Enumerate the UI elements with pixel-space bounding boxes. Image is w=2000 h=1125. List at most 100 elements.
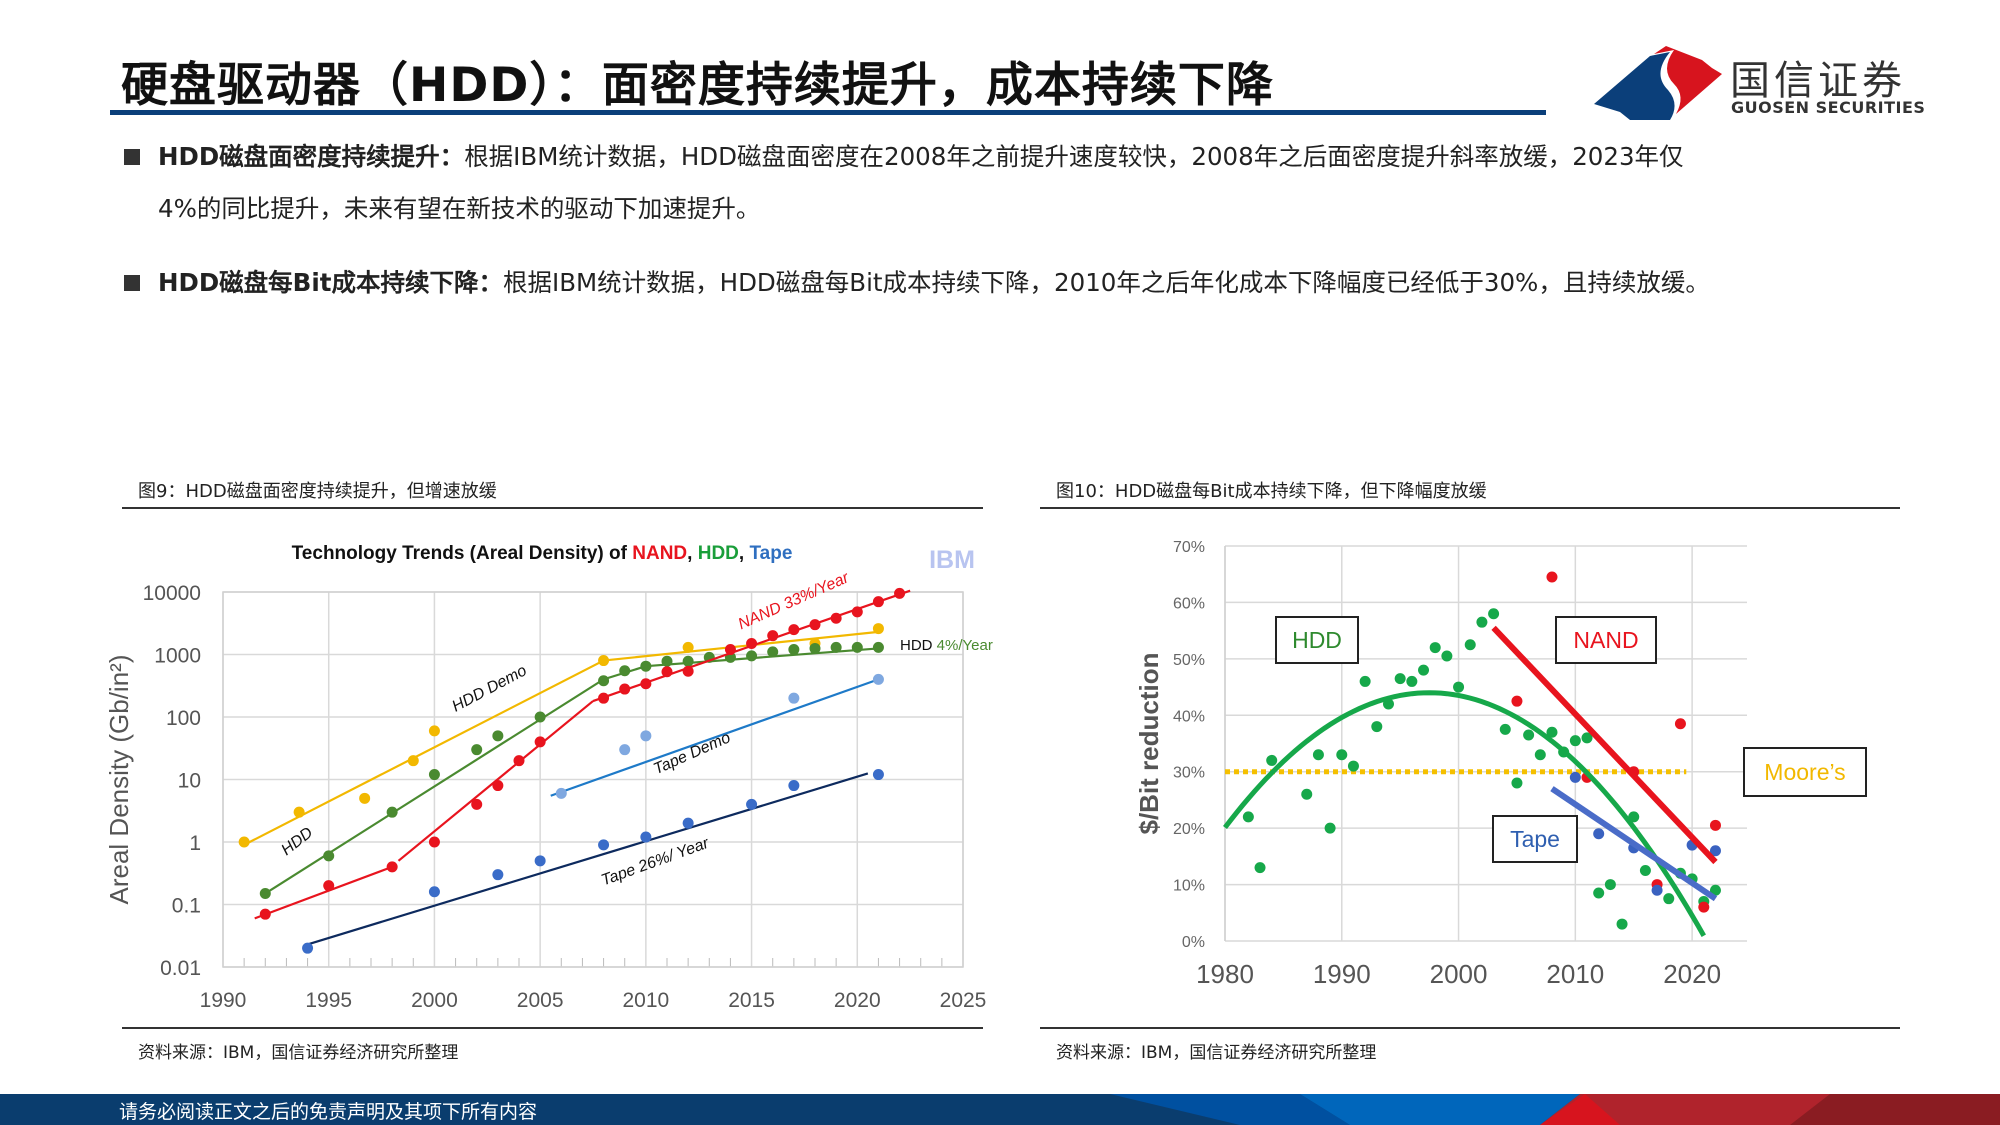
data-point-hdd (1581, 732, 1593, 744)
figure-9-source: 资料来源：IBM，国信证券经济研究所整理 (138, 1043, 459, 1063)
data-point-tape (872, 769, 884, 781)
data-point-nand (640, 678, 652, 690)
data-point-hdd (788, 644, 800, 656)
data-point-tape (302, 942, 314, 954)
data-point-tape-demo (788, 692, 800, 704)
data-point-hdd (1593, 887, 1605, 899)
data-point-hdd-demo (407, 755, 419, 767)
data-point-hdd (534, 711, 546, 723)
data-point-hdd-demo (293, 806, 305, 818)
data-point-nand (1674, 718, 1686, 730)
hdd-rate-part: HDD (900, 637, 937, 654)
footer-disclaimer: 请务必阅读正文之后的免责声明及其项下所有内容 (119, 1101, 538, 1123)
annotation: Tape 26%/ Year (599, 835, 712, 890)
data-point-hdd (746, 650, 758, 662)
bullet-2: HDD磁盘每Bit成本持续下降：根据IBM统计数据，HDD磁盘每Bit成本持续下… (158, 268, 1710, 298)
y-tick-label: 50% (1173, 652, 1205, 669)
data-point-hdd (1499, 723, 1511, 735)
x-tick-label: 2025 (940, 989, 987, 1012)
data-point-hdd-demo (682, 641, 694, 653)
data-point-tape (788, 780, 800, 792)
x-tick-label: 2000 (411, 989, 458, 1012)
data-point-hdd (1604, 879, 1616, 891)
y-tick-label: 70% (1173, 539, 1205, 556)
data-point-hdd (259, 887, 271, 899)
data-point-hdd (386, 806, 398, 818)
data-point-hdd (1371, 721, 1383, 733)
data-point-hdd (661, 655, 673, 667)
figure-10-bottom-rule (1040, 1027, 1900, 1029)
title-part: HDD (698, 543, 739, 564)
data-point-tape (1651, 884, 1663, 896)
hdd-rate-label: HDD 4%/Year (900, 637, 993, 654)
data-point-nand (872, 596, 884, 608)
data-point-hdd (1453, 681, 1465, 693)
trend-line-nand (1491, 625, 1718, 865)
data-point-nand (513, 755, 525, 767)
bullet-1-line2: 4%的同比提升，未来有望在新技术的驱动下加速提升。 (158, 194, 761, 223)
data-point-hdd (1534, 749, 1546, 761)
data-point-hdd (1523, 729, 1535, 741)
title-part: Technology Trends (Areal Density) of (292, 543, 633, 564)
trend-line-hdd (264, 647, 879, 895)
x-tick-label: 2010 (1546, 959, 1604, 989)
page-title: 硬盘驱动器（HDD）：面密度持续提升，成本持续下降 (121, 58, 1274, 113)
data-point-hdd (1254, 862, 1266, 874)
label-nand: NAND (1573, 627, 1638, 653)
x-tick-label: 2020 (834, 989, 881, 1012)
logo-text-cn: 国信证券 (1730, 58, 1906, 104)
data-point-hdd (323, 850, 335, 862)
data-point-hdd (1429, 642, 1441, 654)
data-point-hdd (1418, 664, 1430, 676)
label-moores: Moore’s (1764, 759, 1845, 785)
data-point-hdd (1616, 918, 1628, 930)
data-point-nand (1546, 571, 1558, 583)
x-tick-label: 2000 (1430, 959, 1488, 989)
annotation: HDD Demo (449, 662, 529, 715)
data-point-hdd (1301, 788, 1313, 800)
data-point-nand (1511, 695, 1523, 707)
guosen-logo (1594, 46, 1722, 120)
y-tick-label: 10% (1173, 878, 1205, 895)
data-point-tape (746, 798, 758, 810)
data-point-hdd (1511, 777, 1523, 789)
y-tick-label: 1000 (154, 645, 201, 668)
label-box (1275, 616, 1359, 664)
data-point-hdd (682, 655, 694, 667)
figure-10-source: 资料来源：IBM，国信证券经济研究所整理 (1056, 1043, 1377, 1063)
data-point-tape (1569, 771, 1581, 783)
data-point-nand (788, 624, 800, 636)
data-point-hdd (640, 660, 652, 672)
bullet-1-text: 根据IBM统计数据，HDD磁盘面密度在2008年之前提升速度较快，2008年之后… (464, 142, 1684, 171)
data-point-tape (682, 817, 694, 829)
label-tape: Tape (1510, 826, 1560, 852)
data-point-hdd (809, 642, 821, 654)
bullet-1: HDD磁盘面密度持续提升：根据IBM统计数据，HDD磁盘面密度在2008年之前提… (158, 142, 1684, 172)
y-tick-label: 100 (166, 707, 201, 730)
logo-text-en: GUOSEN SECURITIES (1731, 98, 1926, 117)
data-point-hdd-demo (359, 792, 371, 804)
title-part: , (739, 543, 750, 564)
y-tick-label: 0.1 (172, 895, 201, 918)
x-tick-label: 1980 (1196, 959, 1254, 989)
data-point-tape (428, 886, 440, 898)
x-tick-label: 1990 (1313, 959, 1371, 989)
data-point-nand (830, 612, 842, 624)
title-part: NAND (632, 543, 687, 564)
figure-9-caption: 图9：HDD磁盘面密度持续提升，但增速放缓 (138, 481, 497, 502)
data-point-hdd (1266, 754, 1278, 766)
data-point-hdd-demo (598, 655, 610, 667)
data-point-nand (492, 780, 504, 792)
data-point-hdd (1639, 864, 1651, 876)
x-tick-label: 2005 (517, 989, 564, 1012)
data-point-nand (767, 630, 779, 642)
data-point-hdd (1663, 893, 1675, 905)
data-point-tape (492, 869, 504, 881)
footer-bar (0, 1094, 2000, 1125)
data-point-hdd (598, 675, 610, 687)
data-point-nand (661, 666, 673, 678)
data-point-tape-demo (640, 730, 652, 742)
y-tick-label: 10000 (143, 582, 201, 605)
x-tick-label: 2010 (622, 989, 669, 1012)
data-point-nand (619, 683, 631, 695)
